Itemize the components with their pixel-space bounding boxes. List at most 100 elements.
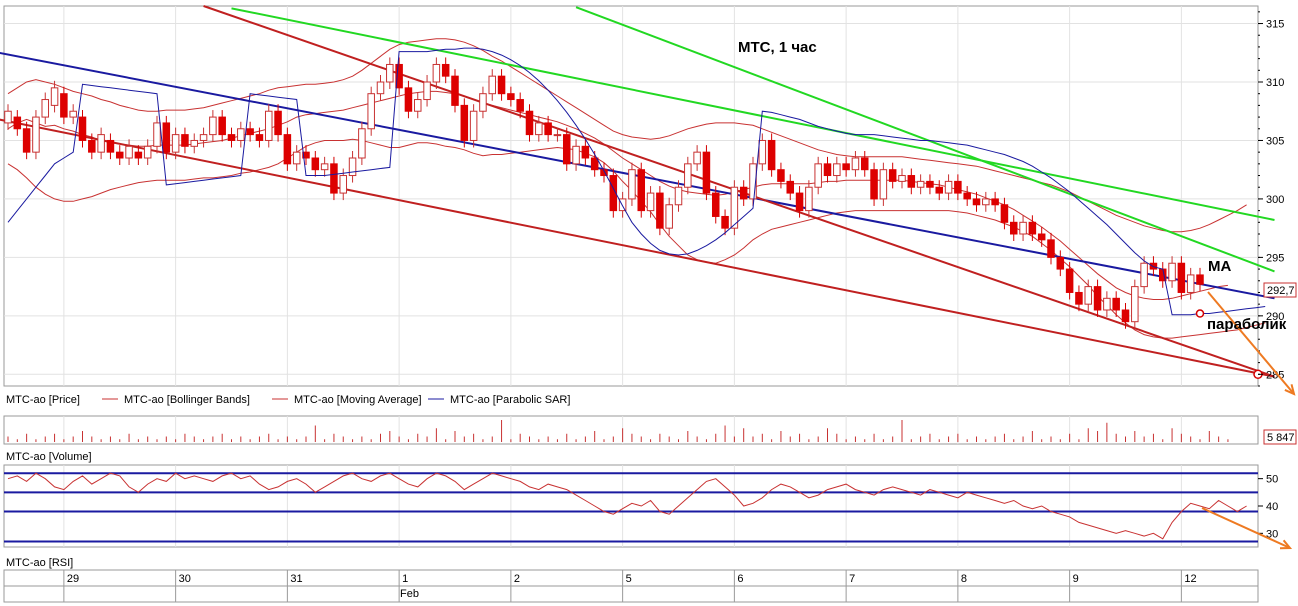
candle [497, 75, 506, 95]
candle [209, 116, 217, 136]
candle [115, 151, 124, 159]
date-label: 9 [1073, 573, 1079, 585]
candle [171, 134, 180, 153]
legend-volume: MTC-ao [Volume] [6, 451, 92, 463]
candle [143, 145, 152, 159]
volume-tag-box [1263, 429, 1297, 445]
rsi-tick-label: 30 [1266, 528, 1278, 540]
candle [413, 99, 422, 112]
candle [516, 99, 524, 112]
candle [1009, 221, 1018, 235]
candle [1019, 221, 1027, 235]
candle [246, 128, 254, 136]
date-label: 7 [849, 573, 855, 585]
candle [1112, 297, 1120, 311]
candle [479, 93, 487, 112]
candle [609, 175, 618, 212]
candle [404, 87, 413, 112]
date-label: 30 [179, 573, 191, 585]
candle [581, 145, 590, 159]
legend-price: MTC-ao [Price] [6, 394, 80, 406]
candle [991, 198, 999, 206]
candle [69, 110, 77, 118]
ma-annotation: МА [1208, 258, 1231, 275]
candle [674, 186, 683, 206]
candle [386, 63, 394, 83]
candle [749, 163, 757, 200]
candle [348, 157, 357, 177]
candle [972, 198, 981, 206]
candle [1121, 309, 1130, 323]
candle [358, 128, 366, 159]
candle [898, 175, 906, 182]
candle [795, 192, 804, 212]
candle [525, 110, 534, 136]
forecast-arrow-head [1279, 539, 1293, 550]
candle [1196, 274, 1204, 285]
current-price-tag-box [1263, 282, 1297, 298]
date-label: 6 [737, 573, 743, 585]
candle [665, 204, 673, 229]
green-lower-line [575, 6, 1275, 273]
date-label: 12 [1184, 573, 1196, 585]
candle [181, 134, 189, 147]
candle [711, 192, 720, 217]
candle [13, 116, 22, 130]
price-tick-label: 290 [1266, 311, 1284, 323]
candle [1028, 221, 1037, 235]
rsi [7, 472, 1247, 540]
candle [190, 139, 199, 147]
parabolic-sar [7, 47, 1266, 316]
candle [842, 163, 850, 171]
candle [125, 145, 133, 159]
candle [367, 93, 375, 130]
candle [1037, 233, 1046, 241]
candle [339, 175, 348, 194]
candle [376, 81, 385, 95]
candle [544, 122, 552, 136]
candle [758, 139, 767, 165]
candle [311, 157, 320, 171]
candle [1065, 268, 1074, 293]
green-upper-line [231, 7, 1275, 221]
candle [1093, 286, 1102, 311]
candle [283, 134, 292, 165]
candle [1131, 286, 1139, 323]
price-tick-label: 315 [1266, 19, 1284, 31]
current-price-tag: 292,7 [1267, 285, 1295, 297]
candle [264, 110, 273, 141]
legend-rsi: MTC-ao [RSI] [6, 557, 73, 569]
candle [1075, 291, 1083, 305]
price-candles [4, 57, 1204, 329]
candle [1047, 239, 1055, 258]
candle [1177, 262, 1186, 293]
candle [320, 163, 329, 171]
candle [954, 180, 962, 194]
date-label: 31 [290, 573, 302, 585]
candle [777, 169, 785, 182]
candle [646, 192, 655, 212]
candle [88, 139, 96, 153]
candle [833, 163, 841, 177]
candle [432, 63, 441, 83]
candle [22, 128, 31, 153]
rsi-panel [3, 464, 1259, 548]
date-label: 5 [626, 573, 632, 585]
candle [963, 192, 971, 200]
candle [982, 198, 990, 206]
rsi-line [7, 472, 1247, 540]
candle [721, 215, 729, 229]
candle [562, 134, 571, 165]
candle [469, 110, 478, 141]
candle [684, 163, 692, 188]
candle [488, 75, 497, 95]
candle [786, 180, 795, 194]
candle [739, 186, 748, 200]
candle [702, 151, 711, 194]
candle [1168, 262, 1176, 282]
candle [507, 93, 515, 101]
candle [637, 169, 646, 212]
parabolic-annotation: параболик [1207, 316, 1287, 333]
candle [535, 122, 543, 136]
sar-marker [1195, 309, 1205, 318]
